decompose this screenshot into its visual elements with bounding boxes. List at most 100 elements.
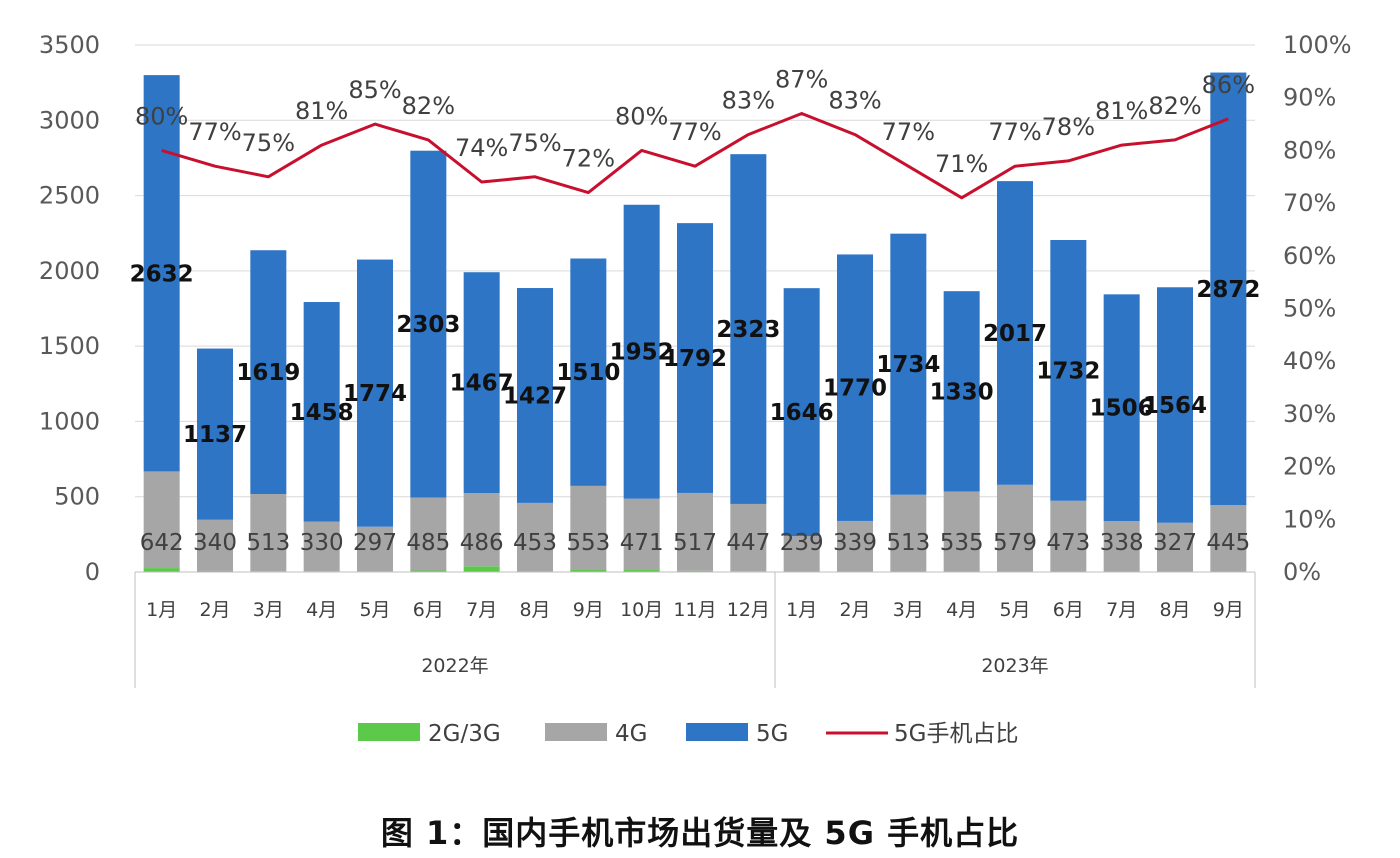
- label-5g: 1774: [343, 381, 407, 407]
- bar-2g3g: [463, 566, 500, 572]
- bar-5g: [517, 288, 553, 503]
- bar-5g: [303, 302, 340, 522]
- legend-swatch: [545, 723, 607, 741]
- bar-2g3g: [410, 570, 447, 572]
- label-5g: 2303: [396, 312, 460, 338]
- x-month-label: 2月: [199, 599, 230, 621]
- legend-item: 2G/3G: [358, 721, 501, 747]
- label-4g: 297: [353, 530, 397, 556]
- label-4g: 642: [140, 530, 184, 556]
- label-ratio: 83%: [828, 87, 881, 115]
- x-month-label: 1月: [786, 599, 817, 621]
- legend-swatch: [686, 723, 748, 741]
- y-right-tick-label: 50%: [1283, 295, 1336, 323]
- x-month-label: 9月: [1213, 599, 1244, 621]
- bar-5g: [890, 233, 927, 495]
- label-ratio: 82%: [1148, 92, 1201, 120]
- x-month-label: 12月: [727, 599, 770, 621]
- ratio-line: [161, 112, 1229, 200]
- x-month-label: 9月: [573, 599, 604, 621]
- y-right-tick-label: 20%: [1283, 453, 1336, 481]
- y-left-tick-label: 3500: [39, 31, 100, 59]
- label-5g: 1619: [236, 360, 300, 386]
- figure-caption: 图 1：国内手机市场出货量及 5G 手机占比: [380, 814, 1020, 852]
- label-4g: 340: [193, 530, 237, 556]
- label-ratio: 87%: [775, 66, 828, 94]
- bar-4g: [1157, 522, 1193, 572]
- label-5g: 1646: [770, 400, 834, 426]
- bar-2g3g: [677, 570, 713, 572]
- x-month-label: 2月: [839, 599, 870, 621]
- bar-5g: [943, 291, 980, 492]
- bar-4g: [1103, 521, 1140, 572]
- y-left-tick-label: 2500: [39, 182, 100, 210]
- label-5g: 2017: [983, 321, 1047, 347]
- bar-5g: [677, 223, 713, 493]
- label-ratio: 78%: [1042, 113, 1095, 141]
- bar-5g: [730, 154, 767, 504]
- x-month-label: 3月: [253, 599, 284, 621]
- legend-label: 2G/3G: [428, 721, 501, 747]
- bar-4g: [890, 494, 927, 572]
- x-year-label: 2022年: [421, 655, 488, 677]
- bar-5g: [837, 254, 873, 521]
- bar-5g: [463, 272, 500, 494]
- legend-label: 5G: [756, 721, 788, 747]
- label-4g: 579: [993, 530, 1037, 556]
- legend-label: 5G手机占比: [894, 721, 1018, 747]
- axes: 0 500 1000 1500 2000 2500 3000 3500 0% 10% 20% 30% 4…: [39, 31, 1352, 688]
- label-5g: 2323: [716, 317, 780, 343]
- x-month-label: 11月: [673, 599, 716, 621]
- label-4g: 486: [460, 530, 504, 556]
- bar-4g: [357, 526, 393, 572]
- label-ratio: 80%: [135, 102, 188, 130]
- label-4g: 517: [673, 530, 717, 556]
- legend: 2G/3G 4G 5G 5G手机占比: [358, 721, 1018, 747]
- bar-2g3g: [143, 568, 180, 572]
- bar-4g: [783, 536, 820, 572]
- bar-5g: [410, 150, 447, 498]
- label-ratio: 83%: [722, 87, 775, 115]
- x-month-label: 10月: [620, 599, 663, 621]
- x-year-label: 2023年: [981, 655, 1048, 677]
- bar-2g3g: [623, 569, 660, 572]
- x-month-label: 4月: [306, 599, 337, 621]
- bar-4g: [997, 484, 1033, 572]
- label-5g: 1427: [503, 383, 567, 409]
- y-right-tick-label: 10%: [1283, 505, 1336, 533]
- bar-2g3g: [570, 569, 607, 572]
- label-ratio: 75%: [508, 129, 561, 157]
- bar-5g: [1210, 72, 1247, 505]
- label-5g: 1137: [183, 422, 247, 448]
- y-right-tick-label: 80%: [1283, 136, 1336, 164]
- label-5g: 1510: [556, 360, 620, 386]
- y-left-tick-label: 1500: [39, 332, 100, 360]
- label-5g: 1732: [1036, 358, 1100, 384]
- legend-item: 4G: [545, 721, 647, 747]
- label-ratio: 77%: [668, 118, 721, 146]
- bar-5g: [1050, 239, 1087, 501]
- label-ratio: 80%: [615, 102, 668, 130]
- bar-4g: [943, 491, 980, 572]
- ratio-polyline: [161, 112, 1229, 200]
- bar-4g: [730, 503, 767, 572]
- x-month-label: 8月: [1159, 599, 1190, 621]
- x-month-label: 6月: [1053, 599, 1084, 621]
- label-4g: 327: [1153, 530, 1197, 556]
- bar-5g: [783, 288, 820, 537]
- bar-4g: [677, 492, 713, 571]
- label-5g: 1952: [610, 340, 674, 366]
- label-ratio: 74%: [455, 134, 508, 162]
- label-ratio: 77%: [188, 118, 241, 146]
- label-5g: 1770: [823, 376, 887, 402]
- bar-4g: [623, 498, 660, 570]
- bar-4g: [570, 485, 607, 570]
- bar-4g: [303, 521, 340, 572]
- bar-2g3g: [197, 570, 233, 572]
- label-ratio: 81%: [1095, 97, 1148, 125]
- label-ratio: 81%: [295, 97, 348, 125]
- y-right-tick-label: 60%: [1283, 242, 1336, 270]
- bar-5g: [357, 259, 393, 527]
- y-right-tick-label: 30%: [1283, 400, 1336, 428]
